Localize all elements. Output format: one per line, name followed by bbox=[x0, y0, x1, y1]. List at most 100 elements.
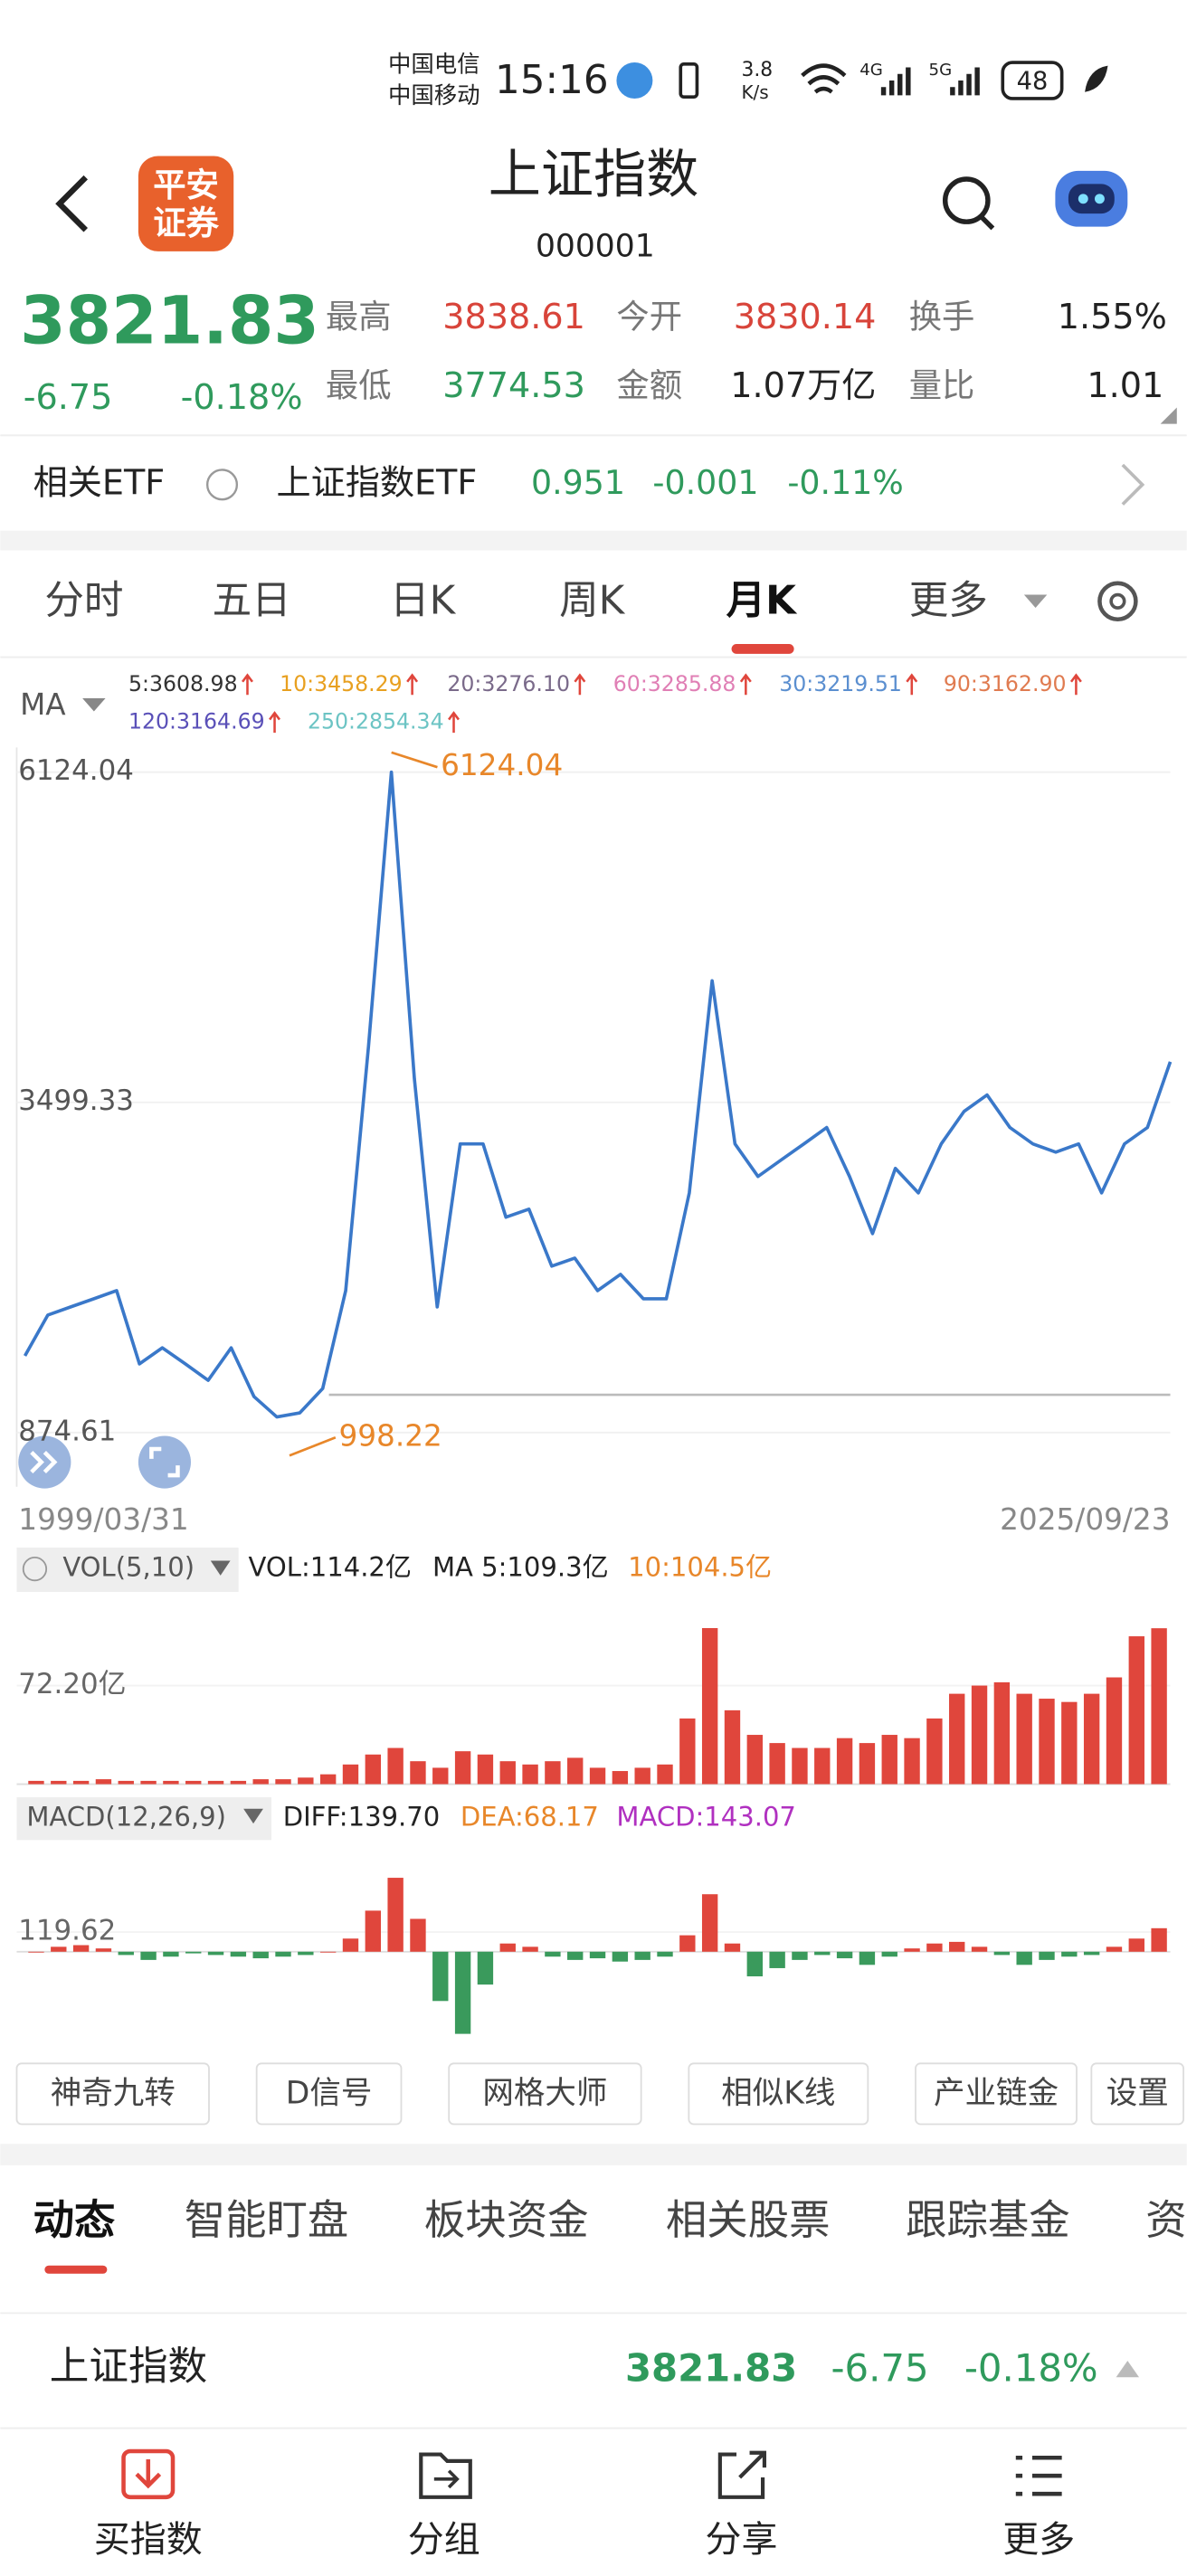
bar bbox=[612, 1771, 629, 1785]
section-tab[interactable]: 跟踪基金 bbox=[906, 2196, 1070, 2244]
bar bbox=[275, 1779, 291, 1785]
tab[interactable]: 日K bbox=[390, 579, 457, 624]
chevron bbox=[1121, 463, 1145, 506]
summary-pct: -0.18% bbox=[964, 2345, 1098, 2390]
tool-button[interactable] bbox=[255, 2062, 403, 2126]
bar bbox=[814, 1747, 831, 1785]
indicator-selector[interactable] bbox=[16, 1797, 271, 1841]
up-arrow bbox=[448, 711, 460, 734]
bar bbox=[1016, 1951, 1032, 1965]
vibrate-icon bbox=[679, 62, 699, 99]
bar bbox=[634, 1767, 650, 1785]
back-button[interactable] bbox=[55, 175, 89, 232]
summary-name: 上证指数 bbox=[50, 2344, 207, 2390]
bar bbox=[836, 1951, 853, 1959]
bar bbox=[319, 1951, 337, 1953]
bar bbox=[499, 1943, 516, 1952]
title: 上证指数 bbox=[489, 143, 698, 204]
vol-ma5: MA 5:109.3亿 bbox=[432, 1552, 609, 1583]
nav-label[interactable]: 买指数 bbox=[94, 2519, 203, 2561]
section-tab[interactable]: 板块资金 bbox=[424, 2196, 589, 2244]
wifi-icon bbox=[801, 63, 847, 94]
bar bbox=[230, 1780, 247, 1785]
bar bbox=[252, 1951, 269, 1959]
settings-button[interactable] bbox=[1097, 581, 1138, 622]
etf-label: 相关ETF bbox=[33, 462, 166, 502]
ma-label: MA bbox=[20, 687, 66, 722]
tool-button[interactable] bbox=[448, 2062, 642, 2126]
bar bbox=[410, 1918, 426, 1952]
bar bbox=[387, 1878, 404, 1952]
section-indicator bbox=[44, 2265, 108, 2274]
nav-label[interactable]: 分享 bbox=[706, 2519, 778, 2561]
ma-item: 30:3219.51 bbox=[779, 671, 902, 696]
max-pointer bbox=[391, 751, 438, 769]
bar bbox=[993, 1951, 1011, 1956]
tool-button[interactable] bbox=[1090, 2062, 1184, 2126]
section-tab[interactable]: 智能盯盘 bbox=[185, 2196, 349, 2244]
bar bbox=[926, 1718, 943, 1785]
bar bbox=[387, 1747, 404, 1785]
indicator-name: MACD(12,26,9) bbox=[26, 1802, 226, 1833]
logo bbox=[138, 156, 234, 251]
tool-label: D信号 bbox=[286, 2075, 373, 2111]
bar bbox=[612, 1951, 629, 1962]
bar bbox=[1151, 1628, 1167, 1785]
change-pct: -0.18% bbox=[181, 377, 303, 417]
dropdown-icon bbox=[82, 697, 106, 712]
tool-label: 网格大师 bbox=[482, 2075, 607, 2111]
indicator-selector[interactable] bbox=[16, 1547, 239, 1593]
bar bbox=[275, 1951, 291, 1957]
tab[interactable]: 更多 bbox=[909, 579, 988, 624]
dropdown-icon bbox=[1023, 594, 1048, 609]
summary-price: 3821.83 bbox=[625, 2345, 797, 2390]
bar bbox=[589, 1767, 606, 1785]
tool-button[interactable] bbox=[15, 2062, 210, 2126]
fullscreen-button[interactable] bbox=[138, 1435, 191, 1489]
bar bbox=[454, 1951, 471, 2034]
gap bbox=[0, 530, 1187, 551]
section-tab[interactable]: 相关股票 bbox=[666, 2196, 831, 2244]
search-button[interactable] bbox=[942, 176, 995, 231]
up-arrow bbox=[242, 673, 253, 696]
etf-row[interactable]: 相关ETF 上证指数ETF 0.951 -0.001 -0.11% bbox=[33, 462, 1145, 506]
etf-change: -0.001 bbox=[652, 463, 758, 502]
tool-button[interactable] bbox=[688, 2062, 869, 2126]
end-date: 2025/09/23 bbox=[1000, 1502, 1170, 1537]
nav-icon bbox=[1015, 2455, 1062, 2496]
up-arrow bbox=[906, 673, 918, 696]
tab[interactable]: 月K bbox=[726, 579, 799, 624]
y-tick-label: 72.20亿 bbox=[18, 1668, 126, 1700]
tool-button[interactable] bbox=[915, 2062, 1078, 2126]
bar bbox=[499, 1761, 516, 1785]
nav-label[interactable]: 更多 bbox=[1002, 2519, 1075, 2561]
bar bbox=[679, 1718, 696, 1785]
bar bbox=[724, 1709, 741, 1785]
up-arrow bbox=[406, 673, 419, 696]
tab[interactable]: 五日 bbox=[213, 579, 291, 624]
tab[interactable]: 分时 bbox=[44, 579, 123, 624]
y-tick-label: 119.62 bbox=[18, 1915, 116, 1947]
bar bbox=[657, 1951, 673, 1957]
bar bbox=[881, 1951, 897, 1957]
section-tab[interactable]: 动态 bbox=[33, 2196, 116, 2244]
logo-text: 证券 bbox=[153, 204, 219, 242]
nav-label[interactable]: 分组 bbox=[408, 2519, 480, 2561]
bar bbox=[522, 1946, 538, 1952]
bar bbox=[207, 1951, 224, 1956]
bar bbox=[769, 1743, 785, 1785]
tab[interactable]: 周K bbox=[559, 579, 626, 624]
assistant-button[interactable] bbox=[1055, 170, 1128, 227]
bar bbox=[949, 1941, 965, 1952]
bar bbox=[28, 1780, 44, 1785]
net-type: 5G bbox=[929, 61, 953, 80]
field-value: 3830.14 bbox=[734, 297, 877, 336]
bar bbox=[522, 1764, 538, 1785]
expand-button[interactable] bbox=[18, 1435, 71, 1489]
bar bbox=[904, 1948, 920, 1952]
bar bbox=[1061, 1951, 1078, 1957]
bar bbox=[881, 1735, 897, 1785]
field-label: 最低 bbox=[326, 366, 392, 405]
section-tab[interactable]: 资 bbox=[1145, 2196, 1186, 2244]
